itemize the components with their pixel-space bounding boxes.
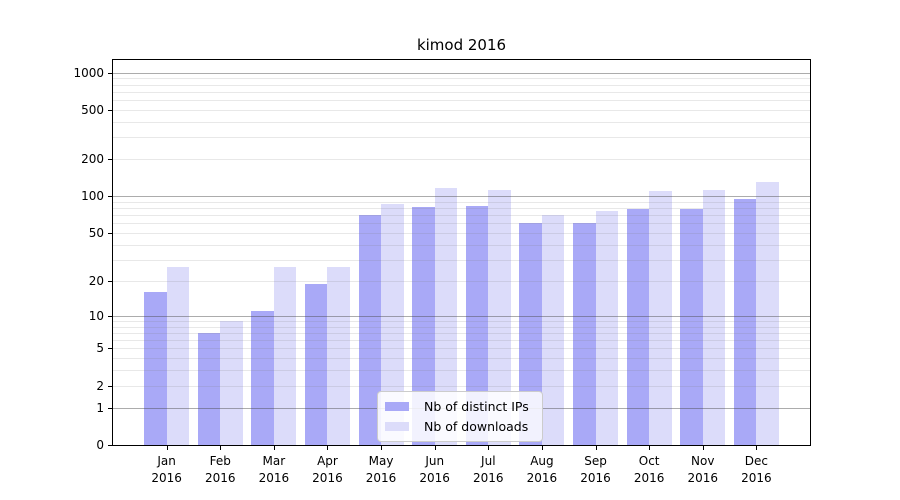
bar-distinct-ips-dec [733, 199, 757, 445]
y-tick-mark [108, 196, 112, 197]
bar-downloads-aug [541, 215, 565, 445]
legend-label-distinct-ips: Nb of distinct IPs [424, 398, 529, 414]
y-tick-label: 1000 [73, 65, 104, 80]
gridline-minor [113, 91, 810, 93]
bar-distinct-ips-aug [519, 222, 542, 445]
y-tick-mark [108, 281, 112, 282]
legend-swatch-distinct-ips [385, 401, 409, 411]
x-tick-mark [327, 446, 328, 450]
bar-downloads-oct [649, 190, 672, 445]
y-tick-mark [108, 159, 112, 160]
gridline-minor [113, 109, 810, 111]
bar-distinct-ips-oct [626, 208, 650, 445]
bar-downloads-jul [488, 189, 511, 445]
legend: Nb of distinct IPs Nb of downloads [377, 391, 543, 442]
x-tick-mark [381, 446, 382, 450]
gridline-minor [113, 159, 810, 161]
bar-distinct-ips-jan [144, 292, 167, 445]
legend-swatch-downloads [385, 421, 409, 431]
x-tick-mark [488, 446, 489, 450]
x-tick-mark [274, 446, 275, 450]
x-tick-mark [756, 446, 757, 450]
bar-distinct-ips-feb [197, 332, 221, 445]
bar-downloads-may [381, 203, 404, 445]
x-tick-label: Dec 2016 [741, 454, 772, 485]
chart-title: kimod 2016 [416, 36, 507, 54]
bar-distinct-ips-jun [412, 206, 435, 445]
x-tick-label: Aug 2016 [526, 454, 558, 485]
y-tick-mark [108, 408, 112, 409]
gridline-minor [113, 121, 810, 123]
y-tick-mark [108, 445, 112, 446]
bar-distinct-ips-may [358, 214, 382, 445]
y-tick-label: 50 [88, 226, 104, 241]
legend-item-distinct-ips: Nb of distinct IPs [385, 396, 529, 416]
plot-area: Nb of distinct IPs Nb of downloads [112, 59, 811, 446]
bar-downloads-dec [756, 182, 779, 445]
y-tick-label: 100 [81, 189, 104, 204]
bar-downloads-jan [166, 267, 190, 445]
x-tick-label: Apr 2016 [312, 454, 343, 485]
x-tick-mark [167, 446, 168, 450]
x-tick-label: Feb 2016 [204, 454, 236, 485]
bar-distinct-ips-mar [251, 311, 274, 445]
y-tick-label: 20 [88, 273, 104, 288]
bar-distinct-ips-sep [573, 223, 596, 445]
x-tick-mark [703, 446, 704, 450]
gridline-minor [113, 100, 810, 102]
gridline-minor [113, 78, 810, 80]
y-tick-mark [108, 73, 112, 74]
bar-distinct-ips-nov [680, 208, 703, 445]
legend-item-downloads: Nb of downloads [385, 416, 529, 436]
y-tick-mark [108, 110, 112, 111]
gridline-minor [113, 137, 810, 139]
bar-downloads-nov [702, 189, 726, 445]
y-tick-label: 10 [88, 308, 104, 323]
gridline-minor [113, 84, 810, 86]
y-tick-label: 200 [81, 152, 104, 167]
x-tick-mark [596, 446, 597, 450]
y-tick-mark [108, 233, 112, 234]
x-tick-mark [435, 446, 436, 450]
y-tick-label: 0 [96, 438, 104, 452]
y-tick-label: 5 [96, 341, 104, 356]
legend-label-downloads: Nb of downloads [424, 418, 529, 434]
y-tick-label: 500 [81, 102, 104, 117]
y-tick-label: 1 [96, 400, 104, 415]
bar-distinct-ips-apr [304, 283, 328, 445]
gridline-major [113, 72, 810, 74]
x-tick-mark [649, 446, 650, 450]
y-tick-mark [108, 348, 112, 349]
y-tick-mark [108, 386, 112, 387]
x-tick-label: Jun 2016 [419, 454, 450, 485]
x-tick-mark [542, 446, 543, 450]
x-tick-label: Sep 2016 [580, 454, 611, 485]
y-tick-mark [108, 316, 112, 317]
x-tick-mark [220, 446, 221, 450]
x-tick-label: Jul 2016 [473, 454, 504, 485]
bar-downloads-sep [595, 210, 619, 445]
bar-downloads-feb [220, 320, 243, 445]
x-tick-label: Mar 2016 [258, 454, 290, 485]
x-tick-label: Jan 2016 [151, 454, 182, 485]
bar-downloads-jun [434, 188, 458, 445]
x-tick-label: May 2016 [365, 454, 397, 485]
x-tick-label: Oct 2016 [633, 454, 665, 485]
y-tick-label: 2 [96, 378, 104, 393]
bar-distinct-ips-jul [465, 205, 489, 445]
bar-downloads-mar [273, 267, 297, 445]
bar-downloads-apr [327, 267, 350, 445]
x-tick-label: Nov 2016 [687, 454, 719, 485]
